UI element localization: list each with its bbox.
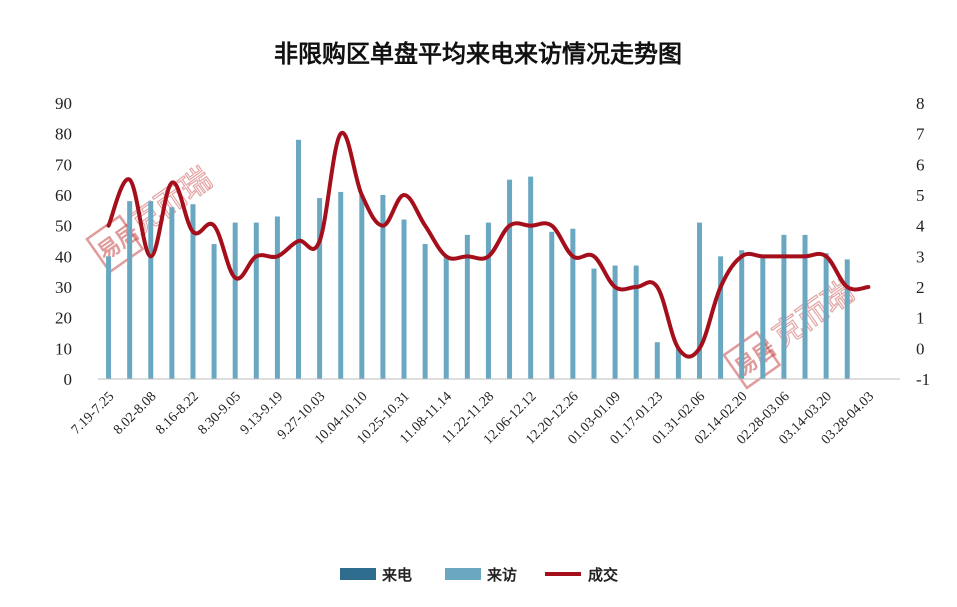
bar-visits [781, 234, 787, 379]
right-y-tick-label: 0 [916, 339, 925, 358]
right-y-tick-label: 2 [916, 278, 925, 297]
bar-visits [443, 256, 449, 379]
bar-visits [570, 228, 576, 379]
bar-visits [106, 256, 112, 379]
line-deals [106, 130, 871, 359]
bar-visits [338, 191, 344, 379]
bar-visits [633, 265, 639, 379]
left-y-tick-label: 60 [55, 186, 72, 205]
left-y-tick-label: 40 [55, 247, 72, 266]
bar-visits [612, 265, 618, 379]
x-tick-label: 8.30-9.05 [195, 389, 244, 438]
left-y-tick-label: 90 [55, 94, 72, 113]
bar-visits [507, 179, 513, 379]
left-y-tick-label: 80 [55, 125, 72, 144]
right-y-tick-label: -1 [916, 370, 930, 389]
x-tick-label: 8.02-8.08 [111, 389, 160, 438]
bar-visits [528, 176, 534, 379]
x-tick-label: 7.19-7.25 [69, 389, 118, 438]
left-y-tick-label: 10 [55, 339, 72, 358]
bar-visits [169, 207, 175, 379]
bar-visits [697, 222, 702, 379]
right-y-tick-label: 7 [916, 125, 925, 144]
bar-visits [654, 342, 660, 379]
bar-visits [823, 253, 829, 379]
left-y-tick-label: 0 [64, 370, 73, 389]
bar-visits [401, 219, 407, 379]
bar-series-group [106, 139, 850, 379]
left-y-tick-label: 70 [55, 155, 72, 174]
right-y-tick-label: 6 [916, 155, 925, 174]
bar-visits [675, 348, 681, 379]
bar-visits [739, 250, 745, 379]
bar-visits [359, 195, 365, 379]
bar-visits [317, 198, 323, 379]
left-y-tick-label: 30 [55, 278, 72, 297]
right-y-tick-label: 3 [916, 247, 925, 266]
watermark-layer: 易居 克而瑞 易居 克而瑞 [85, 161, 861, 390]
bar-visits [549, 231, 555, 379]
legend-label-calls: 来电 [381, 566, 412, 584]
legend-label-deals: 成交 [588, 566, 618, 584]
bar-visits [148, 201, 154, 379]
bar-visits [127, 201, 133, 379]
left-y-axis: 0 10 20 30 40 50 60 70 80 90 [55, 94, 72, 389]
line-series-group [106, 130, 871, 359]
bar-visits [485, 222, 491, 379]
bar-visits [190, 204, 196, 379]
right-y-tick-label: 8 [916, 94, 925, 113]
bar-visits [211, 244, 217, 379]
bar-visits [760, 256, 766, 379]
legend-label-visits: 来访 [486, 566, 517, 584]
bar-visits [232, 222, 238, 379]
right-y-tick-label: 5 [916, 186, 925, 205]
bar-visits [844, 259, 850, 379]
right-y-axis: -1 0 1 2 3 4 5 6 7 8 [916, 94, 930, 389]
bar-visits [718, 256, 724, 379]
bar-visits [274, 216, 280, 379]
bar-visits [464, 234, 470, 379]
bar-visits [422, 244, 428, 379]
left-y-tick-label: 20 [55, 309, 72, 328]
left-y-tick-label: 50 [55, 217, 72, 236]
legend: 来电 来访 成交 [340, 566, 618, 584]
legend-swatch-calls [340, 568, 376, 580]
bar-visits [591, 268, 597, 379]
right-y-tick-label: 4 [916, 217, 925, 236]
x-axis-labels: 7.19-7.258.02-8.088.16-8.228.30-9.059.13… [69, 389, 877, 447]
bar-visits [802, 234, 808, 379]
bar-visits [253, 222, 259, 379]
bar-visits [380, 195, 386, 379]
right-y-tick-label: 1 [916, 309, 925, 328]
legend-swatch-visits [445, 568, 481, 580]
chart-title: 非限购区单盘平均来电来访情况走势图 [274, 40, 682, 68]
bar-visits [296, 139, 301, 379]
x-tick-label: 8.16-8.22 [153, 389, 202, 438]
